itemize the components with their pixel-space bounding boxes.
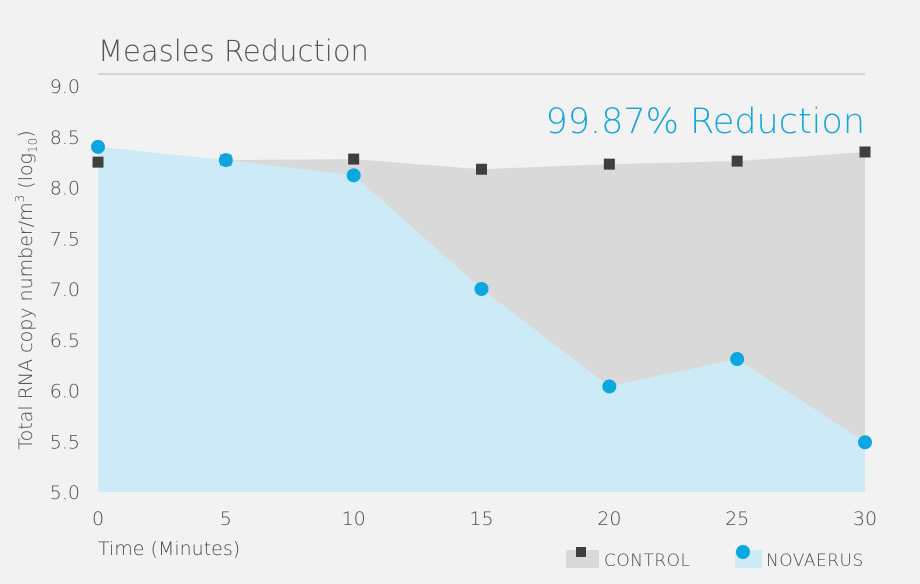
legend-control-label: CONTROL: [604, 551, 691, 571]
x-tick-label: 30: [853, 508, 877, 530]
y-axis-label-main: Total RNA copy number/m: [15, 202, 37, 449]
x-tick-label: 10: [342, 508, 366, 530]
x-tick-label: 5: [220, 508, 232, 530]
novaerus-point: [218, 153, 233, 168]
control-point: [348, 153, 360, 165]
legend-item-control: CONTROL: [566, 547, 691, 571]
novaerus-point: [346, 168, 361, 183]
novaerus-point: [91, 139, 105, 154]
x-tick-label: 20: [597, 508, 621, 530]
x-tick-label: 0: [92, 508, 104, 530]
novaerus-point: [858, 435, 872, 450]
x-axis-ticks: 0 5 10 15 20 25 30: [92, 508, 877, 530]
y-tick-label: 6.0: [50, 381, 80, 403]
y-tick-label: 7.0: [50, 279, 80, 301]
control-point: [731, 155, 743, 167]
y-tick-label: 8.5: [50, 127, 80, 149]
y-tick-label: 8.0: [50, 178, 80, 200]
novaerus-point: [602, 379, 617, 394]
y-axis-label-sup: 3: [13, 195, 27, 203]
x-tick-label: 15: [469, 508, 493, 530]
chart-title: Measles Reduction: [98, 34, 369, 68]
legend-novaerus-label: NOVAERUS: [766, 551, 864, 571]
legend: CONTROL NOVAERUS: [566, 545, 864, 571]
x-tick-label: 25: [725, 508, 749, 530]
y-axis-label-sub: 10: [26, 138, 40, 153]
y-tick-label: 6.5: [50, 330, 80, 352]
y-tick-label: 7.5: [50, 228, 80, 250]
reduction-annotation: 99.87% Reduction: [545, 102, 865, 142]
control-point: [92, 156, 104, 168]
control-point: [603, 158, 615, 170]
legend-item-novaerus: NOVAERUS: [735, 545, 864, 571]
y-tick-label: 9.0: [50, 76, 80, 98]
control-point: [476, 163, 487, 175]
novaerus-point: [730, 352, 745, 367]
novaerus-area: [98, 146, 865, 492]
x-axis-label: Time (Minutes): [98, 538, 240, 560]
y-tick-label: 5.0: [50, 482, 80, 504]
y-axis-label-log: (log: [15, 153, 37, 195]
legend-control-swatch: [566, 550, 599, 568]
series-markers: [91, 139, 872, 450]
y-axis-ticks: 5.0 5.5 6.0 6.5 7.0 7.5 8.0 8.5 9.0: [50, 76, 80, 504]
area-fills: [98, 146, 865, 492]
control-area: [98, 146, 865, 443]
y-axis-label: Total RNA copy number/m3 (log10): [13, 130, 40, 449]
legend-control-square-icon: [576, 547, 586, 557]
legend-novaerus-circle-icon: [736, 545, 750, 559]
y-tick-label: 5.5: [50, 431, 80, 453]
novaerus-point: [474, 282, 489, 296]
y-axis-label-close: ): [15, 130, 37, 137]
control-point: [859, 146, 871, 158]
